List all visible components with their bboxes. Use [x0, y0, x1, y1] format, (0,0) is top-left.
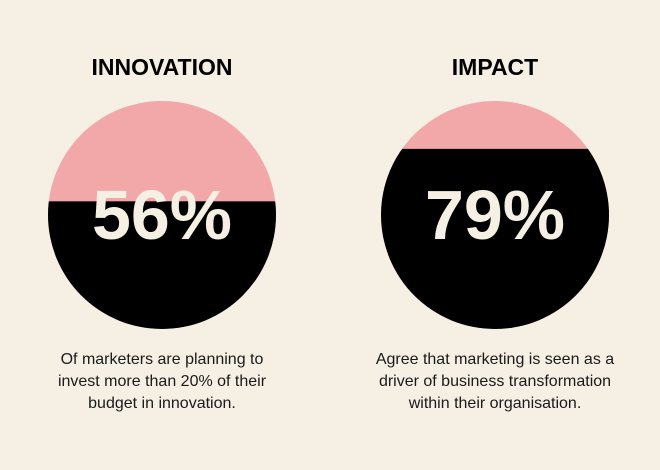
- description: budget in innovation.: [88, 395, 236, 412]
- value-label: 56%: [92, 176, 232, 254]
- chart-title: INNOVATION: [92, 54, 233, 80]
- description: Of marketers are planning to: [61, 351, 264, 368]
- description: within their organisation.: [408, 395, 582, 412]
- description: Agree that marketing is seen as a: [376, 351, 614, 368]
- gauge-fill: [381, 148, 609, 329]
- value-label: 79%: [425, 176, 565, 254]
- description: driver of business transformation: [379, 373, 611, 390]
- gauge: [48, 101, 276, 329]
- gauge: [381, 101, 609, 329]
- description: invest more than 20% of their: [58, 373, 267, 390]
- chart-title: IMPACT: [452, 54, 538, 80]
